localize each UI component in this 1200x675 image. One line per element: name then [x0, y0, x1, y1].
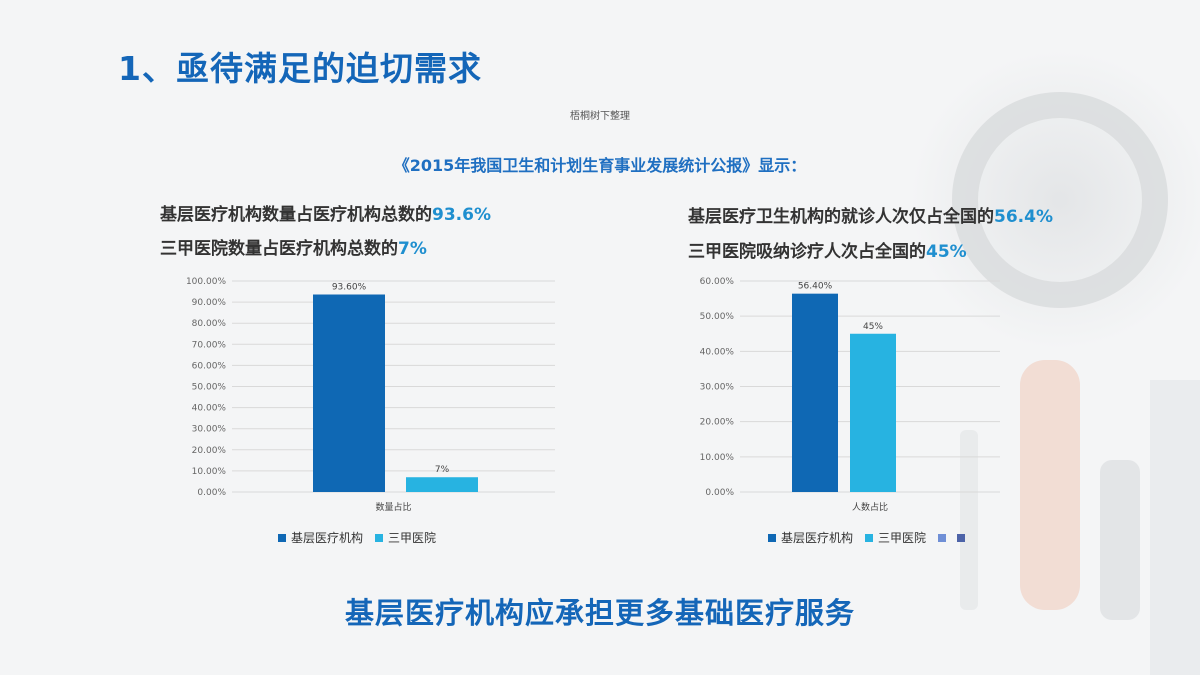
chart-1-y-tick-label: 30.00%	[700, 383, 735, 393]
right-stat-2: 三甲医院吸纳诊疗人次占全国的45%	[688, 237, 967, 262]
chart-0-y-tick-label: 20.00%	[192, 446, 227, 456]
left-stat-2-text: 三甲医院数量占医疗机构总数的	[160, 239, 398, 259]
chart-0-legend-label: 三甲医院	[388, 531, 436, 545]
chart-0-y-tick-label: 60.00%	[192, 361, 227, 371]
chart-1-legend-swatch	[938, 534, 946, 542]
chart-0-y-tick-label: 100.00%	[186, 277, 226, 287]
chart-0-y-tick-label: 10.00%	[192, 467, 227, 477]
conclusion-text: 基层医疗机构应承担更多基础医疗服务	[344, 596, 855, 630]
chart-0-y-tick-label: 70.00%	[192, 340, 227, 350]
chart-1-data-label: 56.40%	[798, 282, 833, 292]
right-stat-1-value: 56.4%	[994, 207, 1053, 227]
chart-1-y-tick-label: 50.00%	[700, 312, 735, 322]
chart-1-legend-label: 三甲医院	[878, 531, 926, 545]
chart-0-legend-label: 基层医疗机构	[291, 530, 363, 545]
chart-1-y-tick-label: 40.00%	[700, 347, 735, 357]
chart-0-y-tick-label: 80.00%	[192, 319, 227, 329]
right-bar-chart: 0.00% 10.00% 20.00% 30.00% 40.00% 50.00% 60.00…	[700, 277, 1000, 545]
chart-1-y-tick-label: 10.00%	[700, 453, 735, 463]
chart-1-y-tick-label: 20.00%	[700, 418, 735, 428]
report-reference: 《2015年我国卫生和计划生育事业发展统计公报》显示：	[393, 156, 807, 175]
right-stat-1: 基层医疗卫生机构的就诊人次仅占全国的56.4%	[688, 202, 1053, 227]
chart-0-data-label: 7%	[435, 465, 450, 475]
left-stat-2-value: 7%	[398, 239, 427, 259]
chart-1-y-tick-label: 0.00%	[705, 488, 734, 498]
chart-0-y-tick-label: 90.00%	[192, 298, 227, 308]
chart-0-bar-primary	[313, 294, 385, 492]
chart-1-bar-primary	[792, 293, 838, 492]
chart-1-data-label: 45%	[863, 322, 883, 332]
source-note: 梧桐树下整理	[570, 111, 630, 122]
chart-0-legend-swatch	[375, 534, 383, 542]
right-stat-2-value: 45%	[926, 242, 967, 262]
left-stat-1-value: 93.6%	[432, 205, 491, 225]
chart-0-y-tick-label: 0.00%	[197, 488, 226, 498]
chart-0-bar-tertiary-hospital	[406, 477, 478, 492]
chart-1-bar-tertiary-hospital	[850, 333, 896, 492]
chart-1-legend-swatch	[865, 534, 873, 542]
chart-0-y-tick-label: 30.00%	[192, 425, 227, 435]
left-stat-1: 基层医疗机构数量占医疗机构总数的93.6%	[160, 200, 491, 225]
slide-title: 1、亟待满足的迫切需求	[118, 49, 482, 88]
chart-0-y-tick-label: 40.00%	[192, 404, 227, 414]
chart-0-category-label: 数量占比	[375, 501, 411, 513]
chart-1-legend-swatch	[957, 534, 965, 542]
right-stat-1-text: 基层医疗卫生机构的就诊人次仅占全国的	[688, 207, 994, 227]
left-bar-chart: 0.00% 10.00% 20.00% 30.00% 40.00% 50.00% 60.00…	[186, 277, 555, 545]
chart-0-legend-swatch	[278, 534, 286, 542]
chart-0-data-label: 93.60%	[332, 283, 367, 293]
chart-1-legend-label: 基层医疗机构	[781, 530, 853, 545]
left-stat-1-text: 基层医疗机构数量占医疗机构总数的	[160, 205, 432, 225]
right-stat-2-text: 三甲医院吸纳诊疗人次占全国的	[688, 242, 926, 262]
chart-0-y-tick-label: 50.00%	[192, 383, 227, 393]
chart-1-y-tick-label: 60.00%	[700, 277, 735, 287]
chart-1-category-label: 人数占比	[852, 501, 888, 513]
left-stat-2: 三甲医院数量占医疗机构总数的7%	[160, 234, 427, 259]
chart-1-legend-swatch	[768, 534, 776, 542]
